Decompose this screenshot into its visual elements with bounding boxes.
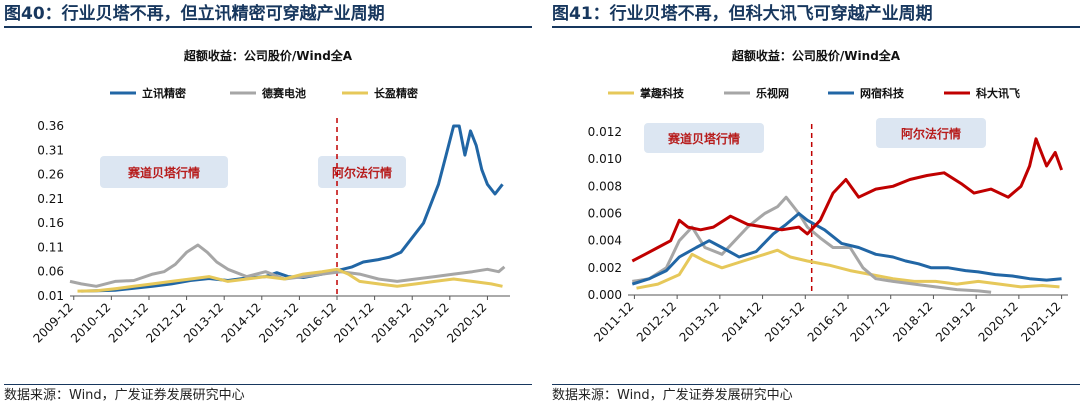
x-tick-label: 2012-12 (143, 300, 188, 345)
figure-title: 图40：行业贝塔不再，但立讯精密可穿越产业周期 (4, 2, 532, 28)
series-line (81, 124, 504, 293)
legend-label: 长盈精密 (374, 86, 418, 100)
legend-label: 网宿科技 (860, 86, 905, 100)
series-line (636, 248, 1060, 290)
annotation-box (876, 118, 986, 148)
annotation-label: 阿尔法行情 (901, 126, 961, 141)
x-tick-label: 2017-12 (847, 299, 892, 344)
annotation-label: 阿尔法行情 (332, 165, 392, 180)
x-tick-label: 2013-12 (181, 300, 226, 345)
figure-title: 图41：行业贝塔不再，但科大讯飞可穿越产业周期 (552, 2, 1080, 28)
x-tick-label: 2019-12 (407, 300, 452, 345)
legend-label: 乐视网 (756, 86, 789, 100)
x-tick-label: 2019-12 (933, 299, 978, 344)
x-tick-label: 2018-12 (890, 299, 935, 344)
legend-label: 掌趣科技 (640, 86, 685, 100)
x-tick-label: 2016-12 (805, 299, 850, 344)
y-tick-label: 0.16 (37, 216, 64, 230)
source-note: 数据来源：Wind，广发证券发展研究中心 (552, 384, 1080, 407)
x-tick-label: 2009-12 (31, 300, 76, 345)
y-tick-label: 0.21 (37, 192, 64, 206)
y-tick-label: 0.06 (37, 265, 64, 279)
x-tick-label: 2016-12 (294, 300, 339, 345)
annotation-label: 赛道贝塔行情 (667, 131, 740, 146)
legend-label: 德赛电池 (261, 86, 306, 100)
x-tick-label: 2020-12 (444, 300, 489, 345)
legend-label: 科大讯飞 (976, 86, 1020, 100)
x-tick-label: 2012-12 (634, 299, 679, 344)
series-line (631, 137, 1064, 263)
chart-subtitle: 超额收益：公司股价/Wind全A (183, 48, 353, 63)
chart-svg: 超额收益：公司股价/Wind全A 掌趣科技 乐视网 网宿科技 科大讯飞 0.012 0.01… (588, 48, 1068, 345)
source-note: 数据来源：Wind，广发证券发展研究中心 (4, 384, 532, 407)
x-tick-label: 2018-12 (369, 300, 414, 345)
x-tick-label: 2017-12 (331, 300, 376, 345)
series-line (77, 267, 503, 293)
x-tick-label: 2011-12 (106, 300, 151, 345)
annotation-box (644, 123, 764, 153)
chart-panel-left: 图40：行业贝塔不再，但立讯精密可穿越产业周期 超额收益：公司股价/Wind全A… (0, 0, 536, 410)
chart-svg: 超额收益：公司股价/Wind全A 立讯精密 德赛电池 长盈精密 0.36 0.31 0.26… (31, 48, 510, 346)
x-tick-label: 2010-12 (68, 300, 113, 345)
x-tick-label: 2014-12 (719, 299, 764, 344)
annotation-box (318, 156, 406, 188)
x-tick-label: 2015-12 (762, 299, 807, 344)
y-tick-label: 0.01 (37, 289, 64, 303)
chart-subtitle: 超额收益：公司股价/Wind全A (731, 48, 901, 63)
y-tick-label: 0.012 (588, 125, 622, 139)
annotation-label: 赛道贝塔行情 (127, 165, 200, 180)
y-tick-label: 0.31 (37, 143, 64, 157)
x-tick-label: 2015-12 (256, 300, 301, 345)
series-line (69, 243, 506, 288)
y-tick-label: 0.26 (37, 168, 64, 182)
y-tick-label: 0.000 (588, 288, 622, 302)
legend-label: 立讯精密 (142, 86, 186, 100)
y-tick-label: 0.11 (37, 240, 64, 254)
x-tick-label: 2011-12 (591, 299, 636, 344)
y-tick-label: 0.008 (588, 179, 622, 193)
chart-panel-right: 图41：行业贝塔不再，但科大讯飞可穿越产业周期 超额收益：公司股价/Wind全A… (548, 0, 1080, 410)
series-line (631, 212, 1062, 286)
y-tick-label: 0.004 (588, 234, 622, 248)
x-tick-label: 2021-12 (1018, 299, 1063, 344)
y-tick-label: 0.002 (588, 261, 622, 275)
y-tick-label: 0.36 (37, 119, 64, 133)
x-tick-label: 2014-12 (219, 300, 264, 345)
annotation-box (100, 156, 228, 188)
x-tick-label: 2020-12 (976, 299, 1021, 344)
y-tick-label: 0.006 (588, 207, 622, 221)
y-tick-label: 0.010 (588, 152, 622, 166)
x-tick-label: 2013-12 (677, 299, 722, 344)
